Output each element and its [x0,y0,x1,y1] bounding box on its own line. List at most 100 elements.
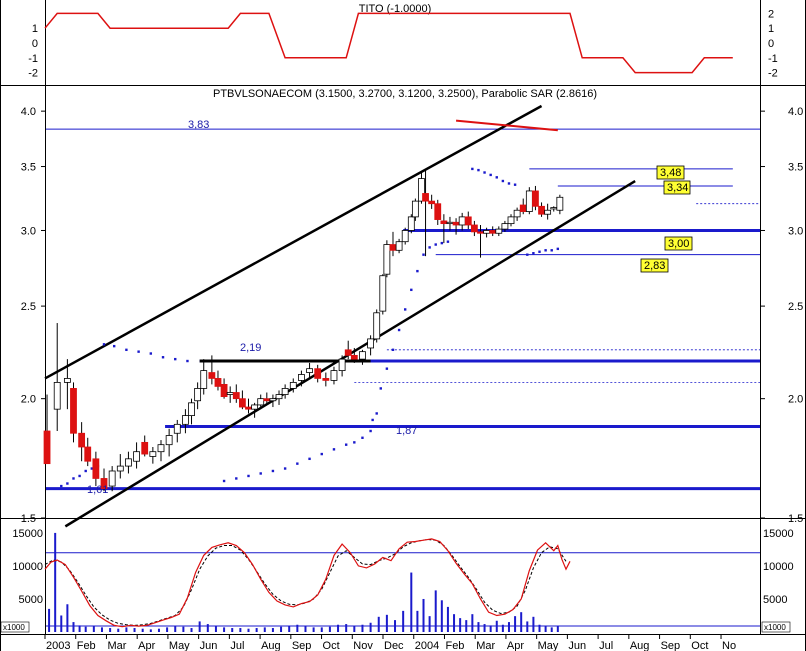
sar-dot-9 [125,348,128,352]
candle-body-21 [208,372,216,379]
volume-bar-62 [507,622,510,632]
sar-dot-17 [247,474,250,478]
candle-body-24 [226,392,234,395]
candle-2 [63,359,71,410]
candle-37 [314,364,322,383]
candle-body-12 [141,441,149,455]
x-tick-label-8: Sep [292,640,312,651]
candle-body-44 [367,338,375,349]
sar-dot-24 [332,448,336,451]
candle-body-29 [257,398,265,406]
volume-bar-66 [532,616,535,632]
volume-bar-13 [141,628,144,632]
candle-49 [395,238,403,254]
x-tick-label-18: Jul [599,640,613,651]
sar-dot-41 [440,241,444,245]
candle-52 [411,198,419,221]
x-tick-label-7: Aug [261,640,281,651]
sar-dot-19 [271,469,275,473]
candle-48 [389,231,397,257]
candle-56 [434,199,442,225]
candle-15 [165,428,173,457]
sar-dot-25 [344,443,348,446]
candle-body-51 [407,216,415,231]
candle-22 [214,370,222,391]
sar-dot-31 [379,387,382,390]
indicator-ticks-left: 1 0 -1 -2 [28,23,38,79]
volume-bar-46 [410,572,413,632]
candle-5 [84,437,92,467]
level-labels: 3,83 2,19 1,87 1,61 3,48 3,34 3,00 2,83 [87,119,693,496]
sar-dot-56 [556,247,560,251]
sar-dot-47 [495,176,498,179]
candle-6 [92,451,100,487]
candle-12 [141,435,149,457]
indicator-tick-right-4: -2 [768,68,778,80]
candle-body-1 [53,381,61,410]
sar-dot-36 [410,288,413,292]
sar-dot-35 [403,308,407,311]
candle-57 [440,214,448,244]
badge-3-34: 3,34 [663,180,691,195]
sar-dot-50 [513,183,517,186]
candle-4 [78,422,86,462]
candle-body-45 [373,312,381,340]
badge-3-48: 3,48 [656,165,685,180]
candle-body-19 [194,388,202,402]
sar-dot-8 [112,344,116,348]
volume-bar-45 [402,610,405,632]
price-ticks-left: 4.0 3.5 3.0 2.5 2.0 1.5 [21,106,46,525]
candle-8 [108,466,116,492]
x-tick-label-0: 2003 [46,640,70,651]
candle-33 [281,384,289,399]
candle-11 [133,442,140,469]
candle-51 [407,214,415,234]
volume-bar-64 [520,612,523,632]
sar-dot-27 [361,436,364,439]
volume-bar-41 [369,622,372,632]
volume-tick-left-0: 15000 [12,528,43,540]
candle-20 [200,359,208,395]
candle-body-41 [344,349,352,356]
badge-2-83-text: 2,83 [644,260,665,272]
volume-bar-30 [280,626,283,632]
candle-body-52 [411,200,419,218]
candle-44 [367,335,375,356]
x-tick-label-15: Apr [507,640,524,651]
volume-bar-7 [92,626,95,632]
candle-body-17 [182,415,189,425]
candle-body-8 [108,470,116,487]
indicator-tick-left-1: 0 [32,38,38,50]
volume-bar-63 [514,616,517,632]
indicator-tick-left-3: -2 [28,68,38,80]
volume-bar-65 [526,621,529,632]
x-axis: 2003 Feb Mar Apr May Jun Jul Aug Sep Oct Nov Dec 200… [44,634,736,651]
sar-dot-49 [507,182,511,185]
sar-dot-4 [84,469,87,473]
candle-body-74 [544,209,552,215]
sar-dot-34 [397,328,401,332]
volume-bar-25 [239,628,242,632]
candle-body-22 [214,378,222,387]
volume-bar-33 [304,626,307,632]
volume-bar-20 [198,621,201,632]
volume-bar-22 [214,626,217,632]
candle-body-18 [188,402,195,417]
candle-body-26 [238,398,246,408]
candle-7 [100,468,108,492]
x-tick-label-11: Dec [384,640,404,651]
candle-62 [470,220,478,237]
candle-17 [182,409,189,434]
candle-42 [350,347,358,363]
candlesticks [43,168,564,492]
price-tick-right-1: 3.5 [788,162,803,174]
volume-tick-right-1: 10000 [763,561,794,573]
volume-bar-3 [66,604,69,632]
candle-body-50 [401,230,409,243]
sar-dot-46 [489,173,492,177]
candle-43 [359,349,366,365]
candle-27 [245,398,252,414]
candle-60 [458,212,466,231]
volume-bar-24 [231,628,234,632]
volume-bar-37 [337,624,340,632]
